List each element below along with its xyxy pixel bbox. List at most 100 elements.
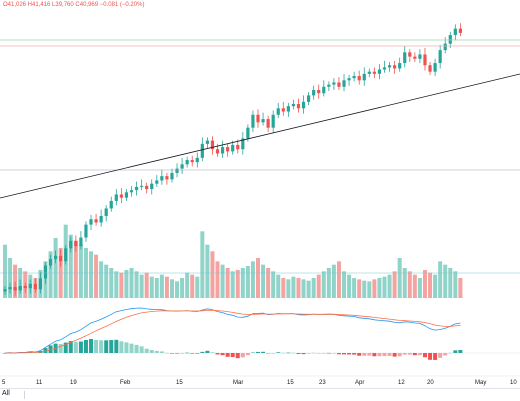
- time-axis-label: 23: [319, 380, 326, 386]
- candle-body: [79, 237, 83, 247]
- candle-body: [271, 114, 275, 128]
- macd-histogram-bar: [281, 352, 286, 354]
- macd-histogram-bar: [195, 353, 200, 354]
- volume-bar: [377, 278, 382, 298]
- macd-histogram-bar: [180, 353, 185, 354]
- candle-body: [114, 194, 118, 201]
- volume-bar: [164, 276, 169, 298]
- macd-histogram-bar: [352, 353, 357, 355]
- macd-histogram-bar: [185, 352, 190, 354]
- volume-bar: [433, 274, 438, 298]
- macd-histogram-bar: [407, 353, 412, 355]
- candle-body: [296, 104, 301, 109]
- macd-histogram-bar: [3, 353, 7, 354]
- candle-body: [185, 160, 189, 165]
- candle-body: [458, 28, 462, 33]
- candle-body: [8, 287, 12, 290]
- macd-histogram-bar: [357, 353, 362, 356]
- macd-histogram-bar: [68, 341, 73, 353]
- range-all-button[interactable]: All: [2, 390, 10, 397]
- volume-bar: [271, 271, 276, 298]
- candle-body: [362, 73, 366, 81]
- candle-body: [119, 194, 123, 198]
- macd-histogram-bar: [266, 353, 271, 354]
- candle-body: [231, 144, 235, 152]
- time-axis-label: 11: [36, 380, 43, 386]
- volume-bar: [13, 264, 18, 298]
- candle-body: [215, 149, 220, 154]
- volume-bar: [301, 279, 306, 298]
- footer-divider: [24, 391, 25, 399]
- macd-histogram-bar: [99, 340, 104, 353]
- candle-body: [266, 119, 270, 128]
- candle-body: [393, 65, 397, 69]
- volume-bar: [119, 272, 124, 298]
- candle-body: [109, 200, 113, 209]
- volume-bar: [306, 280, 311, 298]
- macd-histogram-bar: [438, 353, 443, 358]
- volume-bar: [235, 270, 240, 298]
- volume-bar: [195, 276, 200, 298]
- volume-bar: [357, 279, 362, 298]
- macd-histogram-bar: [377, 353, 382, 357]
- volume-bars: [3, 224, 463, 298]
- macd-histogram-bar: [296, 353, 301, 354]
- time-axis-label: 5: [2, 380, 6, 386]
- horizontal-levels: [0, 39, 520, 274]
- footer-bar: All: [0, 388, 520, 401]
- candle-body: [236, 144, 240, 150]
- candle-body: [433, 63, 437, 72]
- candle-body: [205, 140, 209, 144]
- macd-histogram-bar: [159, 351, 164, 353]
- candle-body: [322, 86, 326, 94]
- macd-histogram-bar: [433, 353, 438, 360]
- macd-histogram-bar: [144, 348, 149, 353]
- volume-bar: [392, 271, 397, 298]
- macd-histogram-bar: [134, 344, 139, 353]
- time-axis-label: 12: [398, 380, 405, 386]
- macd-histogram-bar: [342, 353, 347, 355]
- macd-histogram-bar: [190, 353, 195, 354]
- volume-bar: [342, 271, 347, 298]
- volume-bar: [154, 278, 159, 298]
- price-chart[interactable]: 5 11 19 Feb 15 Mar 15 23 Apr 12 20 May 10: [0, 0, 520, 388]
- signal-line: [4, 309, 461, 354]
- volume-bar: [134, 271, 139, 298]
- macd-histogram-bar: [458, 350, 463, 353]
- volume-bar: [245, 266, 250, 298]
- macd-histogram-bar: [169, 353, 174, 354]
- volume-bar: [372, 279, 377, 298]
- volume-bar: [453, 271, 458, 298]
- volume-bar: [240, 268, 245, 298]
- macd-histogram-bar: [225, 353, 230, 357]
- trendline[interactable]: [0, 73, 520, 199]
- macd-histogram-bar: [235, 353, 240, 359]
- volume-bar: [326, 268, 331, 298]
- candle-body: [13, 287, 17, 291]
- volume-bar: [205, 244, 210, 298]
- candle-body: [281, 108, 285, 112]
- volume-bar: [104, 264, 109, 298]
- volume-bar: [291, 276, 296, 298]
- macd-histogram-bar: [387, 353, 392, 356]
- candle-body: [59, 255, 63, 262]
- macd-histogram-bar: [205, 350, 210, 353]
- volume-bar: [48, 251, 53, 298]
- candle-body: [291, 104, 296, 107]
- candle-body: [387, 65, 392, 68]
- macd-histogram-bar: [422, 353, 427, 358]
- ohlc-legend: O41,026 H41,416 L39,760 C40,969 −0.081 (…: [3, 2, 145, 8]
- candle-body: [367, 71, 371, 74]
- candle-body: [155, 180, 159, 184]
- candle-body: [18, 286, 22, 291]
- candle-body: [357, 76, 361, 81]
- candle-body: [246, 127, 250, 139]
- macd-histogram-bar: [78, 341, 83, 353]
- volume-bar: [402, 268, 407, 298]
- macd-histogram-bar: [402, 353, 407, 355]
- candle-body: [372, 71, 376, 74]
- volume-bar: [68, 234, 73, 298]
- candle-body: [129, 190, 134, 193]
- macd-histogram-bar: [215, 353, 220, 355]
- time-axis-label: 20: [427, 380, 434, 386]
